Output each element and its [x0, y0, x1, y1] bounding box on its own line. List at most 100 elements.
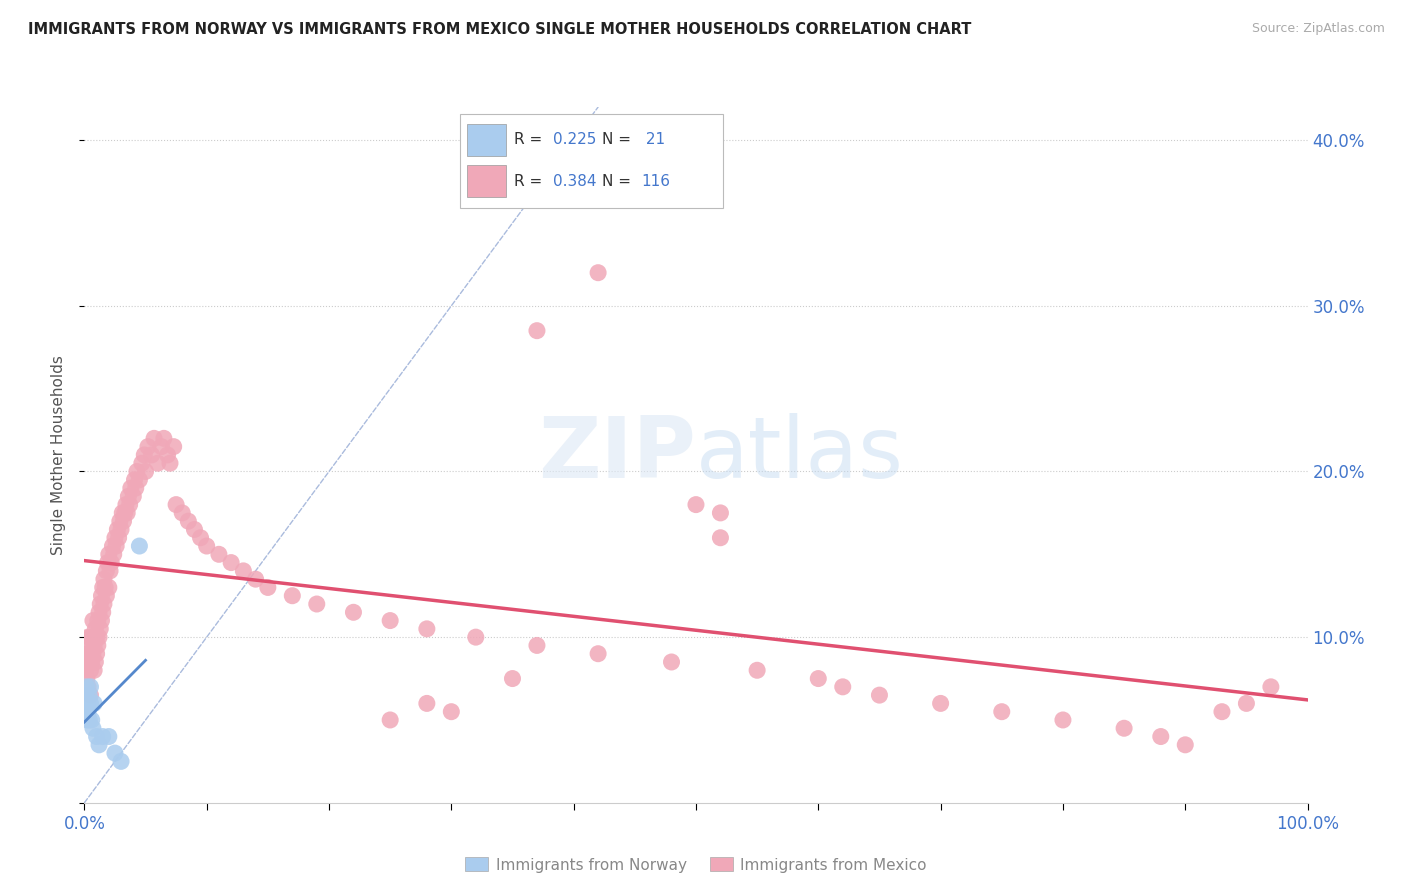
Point — [82, 647, 104, 661]
Point — [76, 672, 98, 686]
Point — [502, 672, 524, 686]
Point — [1236, 697, 1258, 711]
Point — [108, 514, 131, 528]
Point — [685, 498, 707, 512]
Point — [163, 440, 186, 454]
Point — [77, 705, 100, 719]
Point — [1052, 713, 1074, 727]
Point — [87, 639, 110, 653]
Point — [159, 456, 181, 470]
FancyBboxPatch shape — [467, 166, 506, 197]
Point — [380, 614, 402, 628]
Point — [117, 489, 139, 503]
Point — [128, 539, 150, 553]
Point — [77, 680, 100, 694]
Point — [281, 589, 304, 603]
Point — [150, 440, 173, 454]
Point — [103, 547, 125, 561]
Point — [257, 581, 280, 595]
Text: 116: 116 — [641, 174, 669, 189]
Point — [76, 680, 98, 694]
Point — [709, 506, 731, 520]
Point — [80, 655, 103, 669]
Point — [122, 489, 145, 503]
Y-axis label: Single Mother Households: Single Mother Households — [51, 355, 66, 555]
Text: N =: N = — [602, 174, 636, 189]
Point — [80, 713, 103, 727]
Point — [1260, 680, 1282, 694]
Point — [153, 431, 176, 445]
Point — [104, 746, 127, 760]
Point — [440, 705, 463, 719]
Point — [747, 663, 769, 677]
Point — [93, 572, 115, 586]
Point — [380, 713, 402, 727]
Point — [76, 697, 98, 711]
Text: N =: N = — [602, 132, 636, 147]
Point — [661, 655, 683, 669]
Point — [165, 498, 187, 512]
Text: IMMIGRANTS FROM NORWAY VS IMMIGRANTS FROM MEXICO SINGLE MOTHER HOUSEHOLDS CORREL: IMMIGRANTS FROM NORWAY VS IMMIGRANTS FRO… — [28, 22, 972, 37]
FancyBboxPatch shape — [467, 124, 506, 156]
Point — [79, 680, 101, 694]
Point — [110, 523, 132, 537]
Point — [125, 465, 148, 479]
Point — [111, 506, 134, 520]
Point — [84, 622, 107, 636]
Point — [831, 680, 853, 694]
Point — [183, 523, 205, 537]
Point — [177, 514, 200, 528]
Point — [86, 630, 108, 644]
Point — [219, 556, 242, 570]
Point — [75, 688, 97, 702]
Point — [79, 688, 101, 702]
Text: ZIP: ZIP — [538, 413, 696, 497]
Point — [105, 539, 128, 553]
Point — [91, 730, 114, 744]
Point — [134, 448, 156, 462]
Point — [131, 456, 153, 470]
Point — [114, 506, 136, 520]
Point — [84, 655, 107, 669]
Point — [87, 630, 110, 644]
Point — [75, 705, 97, 719]
Point — [77, 688, 100, 702]
Point — [101, 539, 124, 553]
Point — [1150, 730, 1173, 744]
Point — [82, 614, 104, 628]
Point — [342, 605, 364, 619]
Text: 21: 21 — [641, 132, 665, 147]
Point — [124, 473, 146, 487]
Point — [79, 663, 101, 677]
Point — [709, 531, 731, 545]
Point — [869, 688, 891, 702]
Point — [86, 647, 108, 661]
Point — [79, 630, 101, 644]
Point — [112, 514, 135, 528]
Point — [96, 564, 118, 578]
Point — [107, 531, 129, 545]
Legend: Immigrants from Norway, Immigrants from Mexico: Immigrants from Norway, Immigrants from … — [460, 851, 932, 879]
Point — [136, 440, 159, 454]
Point — [125, 481, 148, 495]
Point — [807, 672, 830, 686]
Point — [83, 639, 105, 653]
Point — [97, 556, 120, 570]
Point — [79, 697, 101, 711]
Point — [76, 639, 98, 653]
Point — [77, 655, 100, 669]
Point — [156, 448, 179, 462]
Point — [115, 498, 138, 512]
Point — [464, 630, 486, 644]
Point — [90, 614, 112, 628]
Text: R =: R = — [513, 174, 547, 189]
Point — [991, 705, 1014, 719]
Text: atlas: atlas — [696, 413, 904, 497]
Point — [80, 630, 103, 644]
Point — [929, 697, 952, 711]
Point — [83, 697, 105, 711]
Point — [118, 498, 141, 512]
Text: 0.225: 0.225 — [553, 132, 596, 147]
Point — [89, 597, 111, 611]
Point — [115, 506, 138, 520]
